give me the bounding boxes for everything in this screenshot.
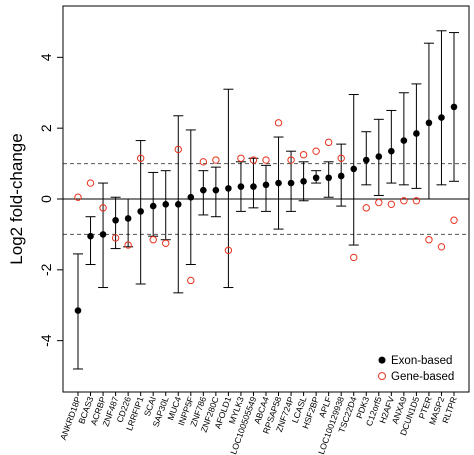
- exon-based-point: [450, 103, 458, 111]
- exon-based-point: [287, 179, 295, 187]
- exon-based-point: [212, 186, 220, 194]
- y-axis-title: Log2 fold-change: [7, 133, 26, 264]
- exon-based-point: [200, 186, 207, 194]
- exon-based-point: [87, 232, 94, 240]
- gene-based-point: [149, 236, 157, 244]
- exon-based-point: [112, 216, 119, 224]
- gene-based-point: [262, 156, 270, 164]
- gene-based-point: [375, 198, 383, 207]
- gene-based-point: [350, 253, 358, 262]
- legend-marker-gene: [378, 372, 386, 381]
- exon-based-point: [388, 147, 395, 155]
- gene-based-point: [287, 156, 295, 164]
- gene-based-point: [437, 243, 446, 251]
- exon-based-point: [325, 174, 332, 182]
- gene-based-point: [136, 154, 145, 162]
- exon-based-point: [162, 201, 170, 208]
- exon-based-point: [438, 114, 445, 121]
- exon-based-point: [124, 215, 132, 222]
- legend: Exon-based Gene-based: [378, 355, 454, 383]
- exon-based-point: [149, 202, 157, 210]
- gene-based-point: [312, 147, 320, 155]
- gene-based-point: [111, 234, 120, 242]
- gene-based-point: [274, 119, 283, 127]
- gene-based-point: [224, 246, 233, 255]
- exon-based-point: [312, 174, 320, 182]
- gene-based-point: [249, 156, 258, 164]
- gene-based-point: [86, 179, 95, 187]
- legend-label-gene: Gene-based: [391, 371, 454, 383]
- y-tick-label: 4: [38, 53, 54, 61]
- gene-based-point: [212, 156, 220, 164]
- gene-based-points: [74, 119, 458, 285]
- gene-based-point: [299, 151, 308, 159]
- legend-marker-exon: [378, 356, 386, 364]
- gene-based-point: [174, 145, 182, 154]
- exon-based-point: [425, 119, 433, 127]
- exon-based-point: [99, 231, 107, 238]
- y-tick-label: -2: [38, 263, 54, 276]
- gene-based-point: [74, 193, 82, 201]
- exon-based-point: [300, 177, 307, 185]
- exon-based-point: [413, 130, 420, 137]
- exon-based-point: [375, 153, 383, 160]
- gene-based-point: [199, 158, 208, 166]
- exon-based-point: [250, 183, 257, 190]
- gene-based-point: [412, 197, 421, 205]
- gene-based-point: [162, 239, 170, 247]
- exon-based-point: [275, 179, 282, 187]
- x-axis-labels: ANKRD18PBCAS3ACRBPZNF487CD226LRRFIP1SCAI…: [58, 392, 459, 455]
- y-tick-label: -4: [38, 334, 54, 347]
- exon-based-point: [400, 137, 408, 144]
- legend-label-exon: Exon-based: [391, 355, 452, 367]
- gene-based-point: [124, 241, 132, 249]
- exon-based-point: [362, 156, 370, 164]
- exon-based-point: [174, 201, 182, 208]
- y-axis: -4 -2 0 2 4: [38, 53, 63, 347]
- exon-based-point: [262, 181, 270, 189]
- gene-based-point: [425, 236, 433, 244]
- gene-based-point: [387, 200, 396, 209]
- gene-based-point: [337, 154, 345, 162]
- y-tick-label: 2: [38, 124, 54, 132]
- gene-based-point: [324, 138, 333, 147]
- gene-based-point: [400, 197, 408, 205]
- exon-based-point: [225, 185, 232, 192]
- gene-based-point: [99, 204, 107, 212]
- y-tick-label: 0: [38, 195, 54, 203]
- exon-based-point: [137, 208, 144, 215]
- exon-based-point: [350, 165, 358, 173]
- gene-based-point: [187, 276, 195, 285]
- exon-based-point: [337, 172, 345, 180]
- gene-based-point: [237, 154, 245, 162]
- gene-based-point: [450, 216, 458, 224]
- exon-based-point: [74, 307, 82, 314]
- gene-based-point: [362, 204, 370, 212]
- exon-based-point: [237, 183, 245, 190]
- exon-based-points: [74, 103, 458, 314]
- exon-based-point: [187, 193, 195, 201]
